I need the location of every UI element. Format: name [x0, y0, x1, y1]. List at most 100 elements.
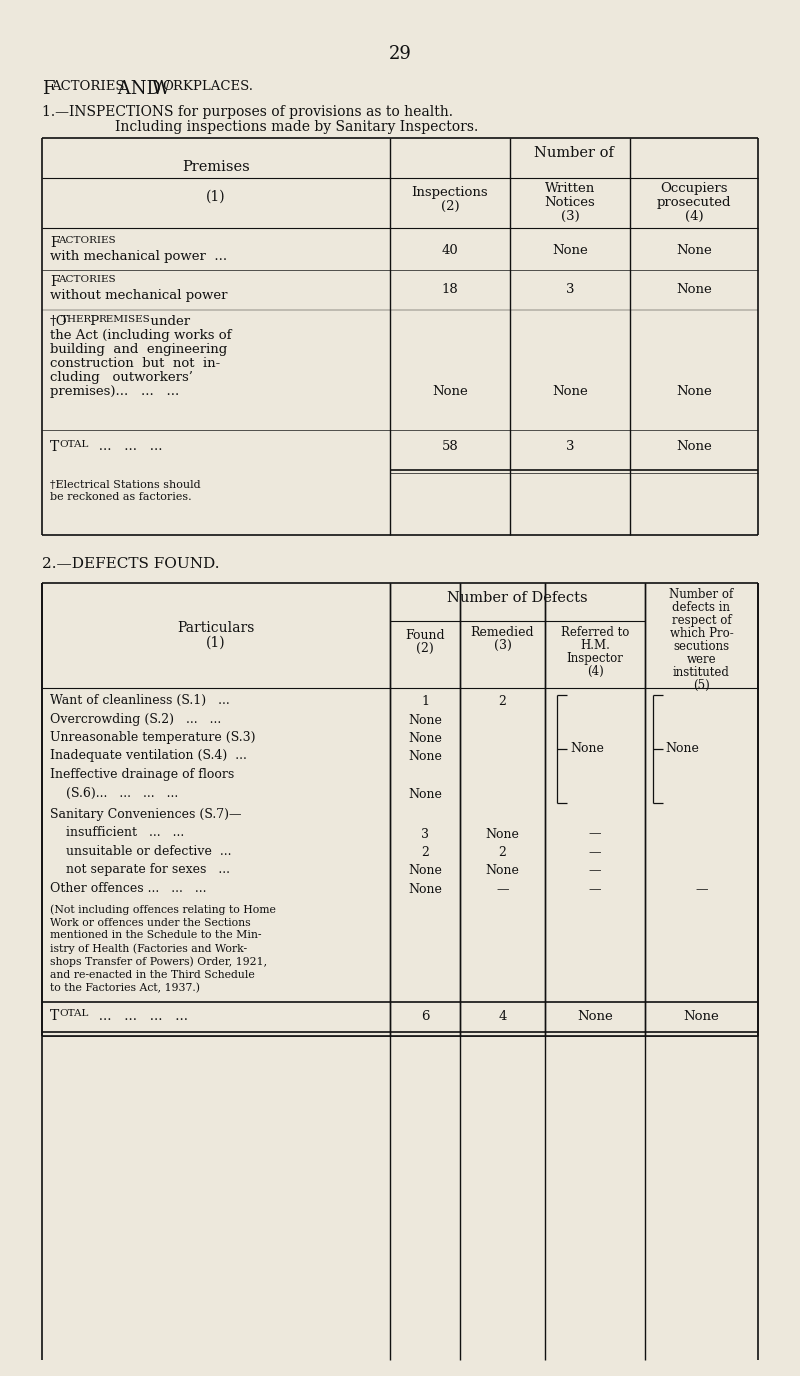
Text: istry of Health (Factories and Work-: istry of Health (Factories and Work-	[50, 944, 247, 954]
Text: Inadequate ventilation (S.4)  ...: Inadequate ventilation (S.4) ...	[50, 750, 247, 762]
Text: None: None	[665, 742, 699, 755]
Text: 1.—INSPECTIONS for purposes of provisions as to health.: 1.—INSPECTIONS for purposes of provision…	[42, 105, 453, 118]
Text: and re‑enacted in the Third Schedule: and re‑enacted in the Third Schedule	[50, 970, 254, 980]
Text: REMISES: REMISES	[98, 315, 150, 323]
Text: —: —	[589, 846, 602, 859]
Text: (Not including offences relating to Home: (Not including offences relating to Home	[50, 904, 276, 915]
Text: prosecuted: prosecuted	[657, 195, 731, 209]
Text: 29: 29	[389, 45, 411, 63]
Text: construction  but  not  in-: construction but not in-	[50, 356, 220, 370]
Text: 40: 40	[442, 244, 458, 257]
Text: 18: 18	[442, 283, 458, 296]
Text: (1): (1)	[206, 636, 226, 649]
Text: premises)...   ...   ...: premises)... ... ...	[50, 385, 179, 398]
Text: T: T	[50, 440, 59, 454]
Text: None: None	[676, 283, 712, 296]
Text: None: None	[570, 742, 604, 755]
Text: P: P	[86, 315, 99, 327]
Text: 2.—DEFECTS FOUND.: 2.—DEFECTS FOUND.	[42, 557, 219, 571]
Text: 3: 3	[566, 283, 574, 296]
Text: Work or offences under the Sections: Work or offences under the Sections	[50, 918, 250, 927]
Text: (3): (3)	[561, 211, 579, 223]
Text: None: None	[408, 787, 442, 801]
Text: None: None	[577, 1010, 613, 1022]
Text: (2): (2)	[416, 643, 434, 655]
Text: which Pro-: which Pro-	[670, 627, 734, 640]
Text: without mechanical power: without mechanical power	[50, 289, 227, 301]
Text: ACTORIES: ACTORIES	[58, 275, 116, 283]
Text: None: None	[684, 1010, 719, 1022]
Text: not separate for sexes   ...: not separate for sexes ...	[50, 864, 230, 877]
Text: the Act (including works of: the Act (including works of	[50, 329, 231, 343]
Text: None: None	[676, 385, 712, 398]
Text: —: —	[695, 883, 708, 896]
Text: Ineffective drainage of floors: Ineffective drainage of floors	[50, 768, 234, 782]
Text: (2): (2)	[441, 200, 459, 213]
Text: to the Factories Act, 1937.): to the Factories Act, 1937.)	[50, 982, 200, 993]
Text: insufficient   ...   ...: insufficient ... ...	[50, 827, 184, 839]
Text: ...   ...   ...: ... ... ...	[86, 440, 162, 453]
Text: None: None	[486, 864, 519, 878]
Text: None: None	[432, 385, 468, 398]
Text: Overcrowding (S.2)   ...   ...: Overcrowding (S.2) ... ...	[50, 713, 222, 725]
Text: Particulars: Particulars	[178, 621, 254, 634]
Text: ORKPLACES.: ORKPLACES.	[162, 80, 253, 94]
Text: Sanitary Conveniences (S.7)—: Sanitary Conveniences (S.7)—	[50, 808, 242, 821]
Text: Unreasonable temperature (S.3): Unreasonable temperature (S.3)	[50, 731, 255, 744]
Text: None: None	[408, 864, 442, 878]
Text: Other offences ...   ...   ...: Other offences ... ... ...	[50, 882, 206, 894]
Text: building  and  engineering: building and engineering	[50, 343, 227, 356]
Text: None: None	[486, 827, 519, 841]
Text: H.M.: H.M.	[580, 638, 610, 652]
Text: (4): (4)	[586, 665, 603, 678]
Text: OTAL: OTAL	[59, 440, 88, 449]
Text: None: None	[552, 244, 588, 257]
Text: None: None	[408, 732, 442, 744]
Text: instituted: instituted	[673, 666, 730, 678]
Text: Referred to: Referred to	[561, 626, 629, 638]
Text: 2: 2	[498, 846, 506, 859]
Text: unsuitable or defective  ...: unsuitable or defective ...	[50, 845, 231, 859]
Text: None: None	[676, 440, 712, 453]
Text: mentioned in the Schedule to the Min-: mentioned in the Schedule to the Min-	[50, 930, 262, 941]
Text: 2: 2	[421, 846, 429, 859]
Text: Including inspections made by Sanitary Inspectors.: Including inspections made by Sanitary I…	[115, 120, 478, 133]
Text: 3: 3	[566, 440, 574, 453]
Text: 58: 58	[442, 440, 458, 453]
Text: None: None	[552, 385, 588, 398]
Text: T: T	[50, 1010, 59, 1024]
Text: Written: Written	[545, 182, 595, 195]
Text: under: under	[142, 315, 190, 327]
Text: OTAL: OTAL	[59, 1010, 88, 1018]
Text: —: —	[589, 883, 602, 896]
Text: None: None	[676, 244, 712, 257]
Text: defects in: defects in	[673, 601, 730, 614]
Text: Number of: Number of	[670, 588, 734, 601]
Text: Number of Defects: Number of Defects	[447, 592, 588, 605]
Text: shops Transfer of Powers) Order, 1921,: shops Transfer of Powers) Order, 1921,	[50, 956, 267, 967]
Text: (3): (3)	[494, 638, 511, 652]
Text: F: F	[42, 80, 54, 98]
Text: Want of cleanliness (S.1)   ...: Want of cleanliness (S.1) ...	[50, 694, 230, 707]
Text: AND: AND	[112, 80, 166, 98]
Text: None: None	[408, 750, 442, 764]
Text: 6: 6	[421, 1010, 430, 1022]
Text: None: None	[408, 883, 442, 896]
Text: —: —	[496, 883, 509, 896]
Text: were: were	[686, 654, 716, 666]
Text: Number of: Number of	[534, 146, 614, 160]
Text: secutions: secutions	[674, 640, 730, 654]
Text: †O: †O	[50, 315, 68, 327]
Text: Occupiers: Occupiers	[660, 182, 728, 195]
Text: (4): (4)	[685, 211, 703, 223]
Text: ...   ...   ...   ...: ... ... ... ...	[86, 1010, 188, 1022]
Text: Inspections: Inspections	[412, 186, 488, 200]
Text: 3: 3	[421, 827, 429, 841]
Text: respect of: respect of	[672, 614, 731, 627]
Text: Premises: Premises	[182, 160, 250, 173]
Text: ACTORIES: ACTORIES	[51, 80, 125, 94]
Text: 2: 2	[498, 695, 506, 709]
Text: None: None	[408, 714, 442, 727]
Text: Remedied: Remedied	[470, 626, 534, 638]
Text: 4: 4	[498, 1010, 506, 1022]
